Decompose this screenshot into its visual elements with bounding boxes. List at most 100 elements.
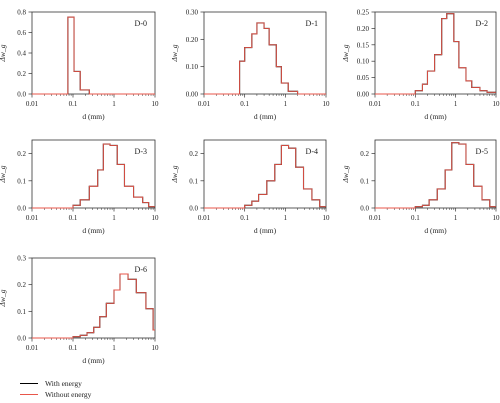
- panel-title: D-3: [135, 147, 147, 156]
- x-tick-label: 1: [284, 214, 288, 222]
- y-axis-label: Δw_g: [0, 44, 7, 62]
- series-line-without-energy: [32, 16, 155, 95]
- y-tick-label: 0.8: [17, 9, 26, 17]
- x-axis-label: d (mm): [82, 112, 105, 121]
- x-tick-label: 10: [152, 100, 160, 108]
- panel-title: D-0: [135, 19, 147, 28]
- panel-title: D-1: [306, 19, 318, 28]
- x-tick-label: 1: [284, 100, 288, 108]
- series-line-without-energy: [32, 143, 155, 209]
- legend-label-with-energy: With energy: [45, 379, 82, 388]
- y-tick-label: 0.15: [357, 41, 370, 49]
- y-tick-label: 0.0: [17, 205, 26, 213]
- x-tick-label: 10: [152, 214, 160, 222]
- y-tick-label: 0.1: [189, 177, 198, 185]
- panel-title: D-5: [476, 147, 488, 156]
- x-tick-label: 0.1: [69, 344, 78, 352]
- x-tick-label: 1: [454, 214, 458, 222]
- y-tick-label: 0.2: [189, 150, 198, 158]
- x-tick-label: 10: [323, 100, 331, 108]
- y-tick-label: 0.0: [189, 205, 198, 213]
- plot-frame: [31, 257, 156, 339]
- y-axis-label: Δw_g: [341, 44, 350, 62]
- y-axis-label: Δw_g: [0, 289, 7, 307]
- x-tick-label: 0.1: [411, 214, 420, 222]
- chart-panel-5: 0.01 0.1 1 10 0.0 0.1 0.2 d (mm) Δw_g D-5: [341, 139, 500, 235]
- y-tick-label: 0.3: [17, 255, 26, 263]
- x-tick-label: 0.01: [26, 100, 39, 108]
- x-tick-label: 0.01: [369, 100, 382, 108]
- x-tick-label: 0.1: [240, 214, 249, 222]
- plot-frame: [374, 139, 497, 209]
- y-tick-label: 0.2: [17, 150, 26, 158]
- legend: With energy Without energy: [20, 378, 170, 402]
- panel-title: D-4: [306, 147, 318, 156]
- y-tick-label: 0.30: [186, 9, 199, 17]
- x-tick-label: 10: [152, 344, 160, 352]
- panel-title: D-6: [135, 265, 147, 274]
- chart-panel-3: 0.01 0.1 1 10 0.0 0.1 0.2 d (mm) Δw_g D-3: [0, 139, 160, 235]
- legend-item-with-energy: With energy: [20, 378, 170, 389]
- legend-item-without-energy: Without energy: [20, 389, 170, 400]
- y-tick-label: 0.0: [360, 205, 369, 213]
- x-tick-label: 0.01: [198, 100, 211, 108]
- series-line-without-energy: [375, 13, 496, 95]
- x-axis-label: d (mm): [254, 112, 277, 121]
- x-tick-label: 1: [112, 214, 116, 222]
- y-tick-label: 0.0: [17, 91, 26, 99]
- x-tick-label: 1: [112, 100, 116, 108]
- series-line-without-energy: [204, 144, 326, 209]
- x-tick-label: 0.01: [26, 214, 39, 222]
- chart-panel-4: 0.01 0.1 1 10 0.0 0.1 0.2 d (mm) Δw_g D-4: [170, 139, 331, 235]
- y-tick-label: 0.2: [17, 281, 26, 289]
- y-tick-label: 0.00: [186, 91, 199, 99]
- y-axis-label: Δw_g: [170, 44, 179, 62]
- y-tick-label: 0.1: [360, 177, 369, 185]
- x-axis-label: d (mm): [82, 356, 105, 365]
- legend-label-without-energy: Without energy: [45, 390, 92, 399]
- plot-frame: [31, 139, 156, 209]
- series-line-without-energy: [375, 142, 496, 209]
- x-tick-label: 1: [454, 100, 458, 108]
- x-tick-label: 0.1: [69, 100, 78, 108]
- chart-panel-0: 0.01 0.1 1 10 0.0 0.2 0.4 0.6 0.8 d (mm) Δw_g D-0: [0, 9, 159, 122]
- y-tick-label: 0.2: [360, 150, 369, 158]
- x-axis-label: d (mm): [424, 226, 447, 235]
- series-line-with-energy: [32, 16, 155, 95]
- series-line-without-energy: [204, 22, 326, 95]
- y-tick-label: 0.0: [17, 335, 26, 343]
- y-tick-label: 0.4: [17, 50, 26, 58]
- y-tick-label: 0.00: [357, 91, 370, 99]
- y-tick-label: 0.2: [17, 70, 26, 78]
- y-tick-label: 0.1: [17, 177, 26, 185]
- y-axis-label: Δw_g: [0, 165, 7, 183]
- x-tick-label: 10: [323, 214, 331, 222]
- x-axis-label: d (mm): [254, 226, 277, 235]
- x-tick-label: 0.01: [198, 214, 211, 222]
- series-line-without-energy: [32, 273, 155, 339]
- plot-frame: [203, 139, 327, 209]
- x-tick-label: 0.1: [411, 100, 420, 108]
- panel-title: D-2: [476, 19, 488, 28]
- plot-frame: [203, 11, 327, 95]
- series-line-with-energy: [204, 22, 326, 95]
- chart-panel-2: 0.01 0.1 1 10 0.00 0.05 0.10 0.15 0.20 0.25 d (mm)…: [341, 9, 500, 122]
- x-tick-label: 0.1: [240, 100, 249, 108]
- chart-panel-1: 0.01 0.1 1 10 0.00 0.10 0.20 0.30 d (mm) Δw_g D-1: [170, 9, 330, 122]
- legend-swatch-without-energy: [20, 394, 38, 395]
- y-tick-label: 0.25: [357, 9, 370, 17]
- x-tick-label: 10: [493, 100, 500, 108]
- y-tick-label: 0.1: [17, 308, 26, 316]
- x-tick-label: 1: [112, 344, 116, 352]
- x-axis-label: d (mm): [424, 112, 447, 121]
- y-tick-label: 0.10: [357, 58, 370, 66]
- y-tick-label: 0.20: [357, 25, 370, 33]
- y-tick-label: 0.20: [186, 36, 199, 44]
- y-tick-label: 0.05: [357, 74, 370, 82]
- y-axis-label: Δw_g: [341, 165, 350, 183]
- x-tick-label: 10: [493, 214, 500, 222]
- x-tick-label: 0.01: [369, 214, 382, 222]
- chart-panel-6: 0.01 0.1 1 10 0.0 0.1 0.2 0.3 d (mm) Δw_g D-6: [0, 255, 159, 366]
- plot-frame: [374, 11, 497, 95]
